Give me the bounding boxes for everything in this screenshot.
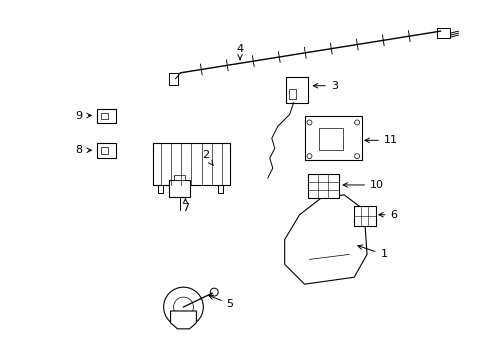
Circle shape [306, 154, 311, 159]
Circle shape [173, 297, 193, 317]
Text: 4: 4 [236, 44, 243, 60]
Polygon shape [284, 195, 366, 284]
Text: 7: 7 [182, 199, 189, 213]
Bar [97, 109, 116, 123]
Circle shape [163, 287, 203, 327]
Text: 3: 3 [313, 81, 337, 91]
Bar [353, 206, 375, 226]
Bar [436, 28, 449, 38]
Bar [173, 175, 185, 180]
Bar [152, 143, 230, 185]
Text: 2: 2 [202, 150, 213, 165]
Text: 10: 10 [343, 180, 383, 190]
Text: 8: 8 [76, 145, 91, 155]
Bar [101, 147, 108, 154]
Bar [168, 73, 177, 85]
Text: 6: 6 [378, 210, 397, 220]
Text: 9: 9 [76, 111, 91, 121]
Circle shape [306, 120, 311, 125]
Text: 1: 1 [357, 245, 386, 260]
Text: 5: 5 [208, 295, 233, 309]
Circle shape [354, 154, 359, 159]
Circle shape [210, 288, 218, 296]
Circle shape [354, 120, 359, 125]
Bar [285, 77, 307, 103]
Bar [101, 113, 108, 120]
Text: 11: 11 [364, 135, 397, 145]
Bar [168, 180, 190, 197]
Bar [307, 174, 339, 198]
Bar [97, 143, 116, 158]
Bar [288, 89, 295, 99]
Bar [304, 117, 361, 160]
Polygon shape [170, 311, 196, 329]
Bar [319, 129, 343, 150]
